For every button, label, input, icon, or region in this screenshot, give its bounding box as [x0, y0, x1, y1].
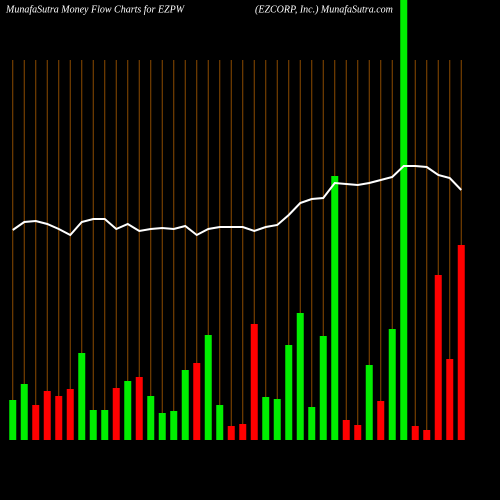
bar — [285, 345, 293, 440]
chart-title: MunafaSutra Money Flow Charts for EZPW — [5, 4, 186, 15]
bar — [239, 424, 247, 440]
bar — [66, 389, 74, 440]
bar — [411, 426, 419, 440]
bar — [308, 407, 316, 440]
bar — [204, 335, 212, 440]
bar — [89, 410, 97, 440]
chart-subtitle: (EZCORP, Inc.) MunafaSutra.com — [255, 4, 393, 15]
bar — [135, 377, 143, 440]
bar — [124, 381, 132, 440]
bar — [354, 425, 362, 440]
bar — [388, 329, 396, 440]
bar — [250, 324, 258, 440]
bar — [101, 410, 109, 440]
bar — [216, 405, 224, 440]
flow-line — [12, 165, 462, 237]
bar — [147, 396, 155, 440]
bar — [78, 353, 86, 440]
bar — [158, 413, 166, 440]
bar — [262, 397, 270, 440]
bar — [446, 359, 454, 440]
bar — [365, 365, 373, 440]
bar — [181, 370, 189, 440]
bar — [434, 275, 442, 440]
bar — [32, 405, 40, 440]
bar — [319, 336, 327, 440]
bar — [342, 420, 350, 440]
bar — [457, 245, 465, 440]
bar — [170, 411, 178, 440]
bar — [43, 391, 51, 440]
bar — [227, 426, 235, 440]
bar — [423, 430, 431, 440]
bar — [400, 0, 408, 440]
bar — [273, 399, 281, 440]
bar — [377, 401, 385, 440]
bar — [9, 400, 17, 440]
bar — [193, 363, 201, 440]
bar — [296, 313, 304, 440]
bar — [331, 176, 339, 440]
bar — [112, 388, 120, 440]
bar — [55, 396, 63, 440]
bar — [20, 384, 28, 440]
